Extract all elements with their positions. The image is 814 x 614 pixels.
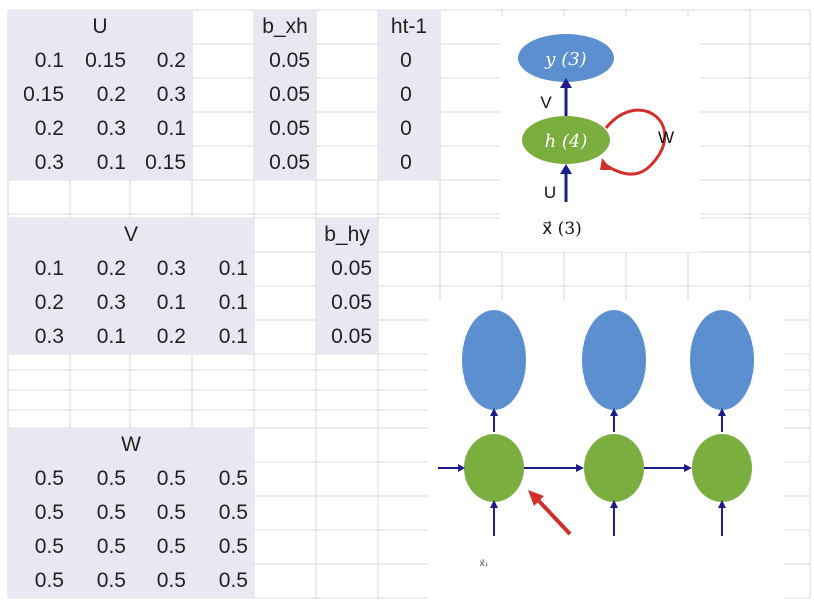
hidden-node-label: h (4): [545, 131, 588, 152]
matrix-w-cell: 0.5: [96, 535, 126, 558]
vector-bhy-cell: 0.05: [331, 257, 372, 280]
rnn-cell-diagram: y (3) h (4) V W U x⃗ (3): [500, 16, 700, 252]
pointer-arrowhead: [528, 490, 544, 506]
pointer-arrow: [536, 498, 572, 536]
matrix-u-cell: 0.1: [156, 117, 186, 140]
output-node-1: [462, 310, 526, 410]
matrix-v-header: V: [123, 223, 138, 246]
u-edge-arrowhead: [560, 164, 572, 174]
output-node-y: [518, 34, 614, 82]
w-loop-arrowhead: [600, 158, 612, 170]
vector-bhy-header: b_hy: [324, 223, 370, 246]
edge-label-u: U: [544, 183, 556, 202]
matrix-u-cell: 0.3: [34, 151, 64, 174]
matrix-u-cell: 0.2: [96, 83, 126, 106]
input-arrowhead-2: [610, 500, 618, 508]
matrix-u-cell: 0.1: [34, 49, 64, 72]
edge-label-v: V: [540, 93, 552, 112]
input-x1-label: x⃗₁: [479, 559, 488, 569]
matrix-w-cell: 0.5: [218, 501, 248, 524]
matrix-w-cell: 0.5: [96, 501, 126, 524]
matrix-v-cell: 0.1: [218, 291, 248, 314]
matrix-v-cell: 0.1: [156, 291, 186, 314]
vector-ht1-cell: 0: [400, 49, 412, 72]
incoming-hidden-arrowhead: [458, 464, 465, 472]
matrix-u-cell: 0.15: [145, 151, 186, 174]
matrix-w-cell: 0.5: [218, 467, 248, 490]
matrix-w-cell: 0.5: [34, 535, 64, 558]
matrix-w-cell: 0.5: [218, 535, 248, 558]
hidden-node-h: [522, 116, 610, 164]
matrix-u-cell: 0.1: [96, 151, 126, 174]
edge-label-w: W: [658, 128, 674, 147]
matrix-w-cell: 0.5: [96, 569, 126, 592]
h-to-y-arrowhead-1: [490, 408, 498, 416]
input-x-label: x⃗ (3): [542, 219, 582, 239]
matrix-v-cell: 0.1: [96, 325, 126, 348]
hidden-node-2: [584, 434, 644, 502]
input-arrowhead-3: [718, 500, 726, 508]
w-recurrent-loop: [603, 108, 667, 176]
vector-bxh-cell: 0.05: [269, 151, 310, 174]
matrix-v-cell: 0.1: [218, 325, 248, 348]
matrix-u-cell: 0.15: [85, 49, 126, 72]
vector-bhy-block: [316, 218, 378, 354]
matrix-v-cell: 0.2: [96, 257, 126, 280]
vector-ht1-cell: 0: [400, 117, 412, 140]
matrix-u-block: [8, 10, 192, 180]
matrix-v-cell: 0.3: [96, 291, 126, 314]
hidden-node-1: [464, 434, 524, 502]
vector-ht1-cell: 0: [400, 151, 412, 174]
matrix-v-cell: 0.2: [156, 325, 186, 348]
vector-bxh-cell: 0.05: [269, 117, 310, 140]
matrix-w-cell: 0.5: [96, 467, 126, 490]
matrix-w-block: [8, 428, 254, 598]
vector-bhy-cell: 0.05: [331, 291, 372, 314]
output-node-label: y (3): [544, 49, 586, 70]
v-edge-arrowhead: [560, 78, 572, 88]
matrix-w-header: W: [121, 433, 141, 456]
vector-bhy-cell: 0.05: [331, 325, 372, 348]
matrix-w-cell: 0.5: [156, 467, 186, 490]
matrix-w-cell: 0.5: [34, 569, 64, 592]
vector-ht1-block: [378, 10, 440, 180]
vector-bxh-block: [254, 10, 316, 180]
h-to-y-arrowhead-2: [610, 408, 618, 416]
matrix-w-cell: 0.5: [34, 501, 64, 524]
matrix-v-cell: 0.3: [34, 325, 64, 348]
unrolled-rnn-diagram: x⃗₁: [428, 300, 784, 600]
matrix-u-cell: 0.2: [34, 117, 64, 140]
input-arrowhead-1: [490, 500, 498, 508]
matrix-u-header: U: [92, 15, 108, 38]
recurrent-arrowhead-2-3: [684, 464, 692, 472]
vector-bxh-cell: 0.05: [269, 49, 310, 72]
matrix-w-cell: 0.5: [156, 501, 186, 524]
matrix-v-cell: 0.3: [156, 257, 186, 280]
output-node-3: [690, 310, 754, 410]
output-node-2: [582, 310, 646, 410]
vector-ht1-header: ht-1: [390, 15, 428, 38]
matrix-w-cell: 0.5: [156, 535, 186, 558]
h-to-y-arrowhead-3: [718, 408, 726, 416]
matrix-w-cell: 0.5: [156, 569, 186, 592]
matrix-u-cell: 0.2: [156, 49, 186, 72]
matrix-u-cell: 0.15: [23, 83, 64, 106]
matrix-v-block: [8, 218, 254, 354]
vector-ht1-cell: 0: [400, 83, 412, 106]
hidden-node-3: [692, 434, 752, 502]
matrix-w-cell: 0.5: [34, 467, 64, 490]
vector-bxh-cell: 0.05: [269, 83, 310, 106]
matrix-v-cell: 0.2: [34, 291, 64, 314]
matrix-w-cell: 0.5: [218, 569, 248, 592]
matrix-u-cell: 0.3: [96, 117, 126, 140]
recurrent-arrowhead-1-2: [576, 464, 584, 472]
matrix-v-cell: 0.1: [218, 257, 248, 280]
matrix-u-cell: 0.3: [156, 83, 186, 106]
vector-bxh-header: b_xh: [262, 15, 308, 38]
matrix-v-cell: 0.1: [34, 257, 64, 280]
